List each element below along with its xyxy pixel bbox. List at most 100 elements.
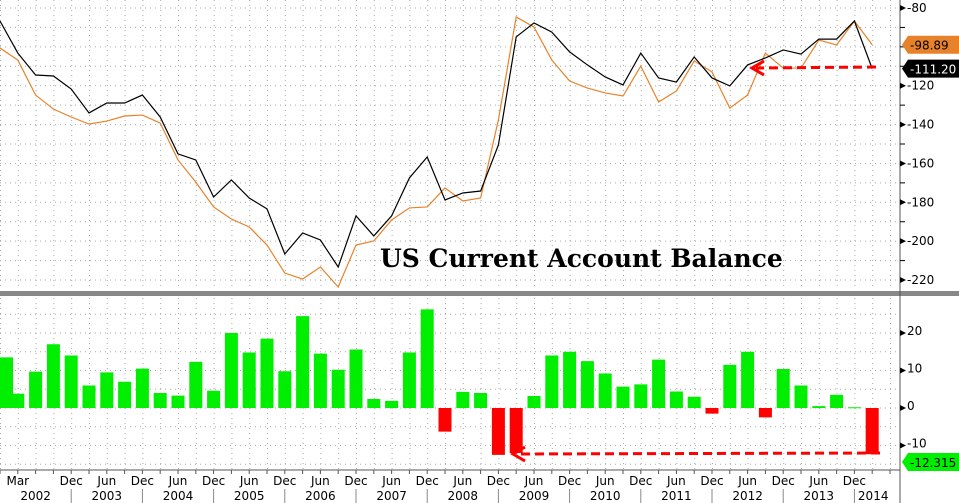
x-month-label: Jun xyxy=(808,474,828,488)
bar xyxy=(509,408,523,453)
bar-last-value-label: -12.315 xyxy=(910,456,956,470)
x-month-label: Dec xyxy=(60,474,83,488)
bar xyxy=(794,385,808,408)
bar xyxy=(367,399,381,408)
black-last-value-label: -111.20 xyxy=(910,63,956,77)
bar xyxy=(171,395,185,408)
x-month-label: Jun xyxy=(666,474,686,488)
bar xyxy=(616,386,630,408)
bar xyxy=(11,393,25,408)
x-month-label: Dec xyxy=(772,474,795,488)
y-tick-label: -10 xyxy=(907,437,927,451)
bar xyxy=(741,351,755,408)
bar xyxy=(100,372,114,408)
bar xyxy=(669,391,683,408)
y-tick-label: 20 xyxy=(907,324,922,338)
bar xyxy=(456,391,470,408)
bar xyxy=(349,349,363,408)
top-red-dashed-arrow-head xyxy=(749,59,765,77)
x-month-label: Jun xyxy=(310,474,330,488)
bar xyxy=(331,369,345,408)
bar xyxy=(242,352,256,408)
x-year-label: 2005 xyxy=(234,489,265,503)
bar xyxy=(296,316,310,408)
orange-last-value-label: -98.89 xyxy=(910,39,949,53)
bar xyxy=(207,390,221,408)
y-tick-label: 10 xyxy=(907,362,922,376)
y-tick-label: 0 xyxy=(907,399,915,413)
bar xyxy=(385,400,399,408)
x-year-label: 2011 xyxy=(661,489,692,503)
x-year-label: 2009 xyxy=(519,489,550,503)
orange-last-value-label-bg xyxy=(902,35,959,54)
x-month-label: Jun xyxy=(239,474,259,488)
bar xyxy=(260,338,274,408)
bar xyxy=(474,393,488,408)
x-month-label: Dec xyxy=(487,474,510,488)
bar xyxy=(82,385,96,408)
bar xyxy=(64,355,78,408)
orange-series-line xyxy=(0,15,873,289)
black-series-line xyxy=(0,19,873,269)
bar xyxy=(758,408,772,418)
bar xyxy=(118,381,132,408)
bar xyxy=(0,357,13,408)
x-month-label: Jun xyxy=(381,474,401,488)
x-month-label: Dec xyxy=(558,474,581,488)
y-tick-label: -200 xyxy=(907,234,934,248)
bar xyxy=(313,353,327,408)
bar xyxy=(29,371,43,408)
bar xyxy=(135,368,149,408)
black-last-value-label-bg xyxy=(902,59,959,78)
x-month-label: Dec xyxy=(700,474,723,488)
bar xyxy=(634,384,648,408)
x-month-label: Dec xyxy=(202,474,225,488)
x-year-label: 2003 xyxy=(92,489,123,503)
bar xyxy=(652,359,666,408)
bar xyxy=(580,361,594,408)
x-year-label: 2008 xyxy=(448,489,479,503)
y-tick-arrow xyxy=(900,277,906,284)
bar xyxy=(812,406,826,408)
x-month-label: Jun xyxy=(737,474,757,488)
panel-separator xyxy=(0,291,959,296)
bar xyxy=(402,352,416,408)
bar xyxy=(153,393,167,408)
bar xyxy=(598,373,612,408)
bar xyxy=(563,351,577,408)
bar xyxy=(705,408,719,414)
x-month-label: Dec xyxy=(843,474,866,488)
bar-last-value-label-bg xyxy=(902,453,959,471)
y-tick-label: -160 xyxy=(907,156,934,170)
x-month-label: Dec xyxy=(344,474,367,488)
x-month-label: Dec xyxy=(131,474,154,488)
x-month-label: Jun xyxy=(595,474,615,488)
x-year-label: 2010 xyxy=(590,489,621,503)
y-tick-label: -220 xyxy=(907,273,934,287)
bar xyxy=(687,396,701,408)
x-month-label: Dec xyxy=(273,474,296,488)
y-tick-label: -140 xyxy=(907,118,934,132)
x-year-label: 2004 xyxy=(163,489,194,503)
y-tick-arrow xyxy=(900,367,906,374)
y-tick-arrow xyxy=(900,160,906,167)
bar xyxy=(776,369,790,408)
bar xyxy=(865,408,879,455)
bottom-red-dashed-arrow xyxy=(516,451,881,456)
y-tick-arrow xyxy=(900,442,906,449)
x-month-label: Dec xyxy=(416,474,439,488)
bar xyxy=(545,355,559,408)
bar xyxy=(830,394,844,408)
top-red-dashed-arrow xyxy=(755,65,877,70)
bar xyxy=(189,361,203,408)
y-tick-arrow xyxy=(900,199,906,206)
x-month-label: Dec xyxy=(629,474,652,488)
x-month-label: Mar xyxy=(6,474,29,488)
x-year-label: 2007 xyxy=(376,489,407,503)
bar xyxy=(224,333,238,408)
y-tick-arrow xyxy=(900,238,906,245)
y-tick-arrow xyxy=(900,82,906,89)
x-year-label: 2012 xyxy=(732,489,763,503)
